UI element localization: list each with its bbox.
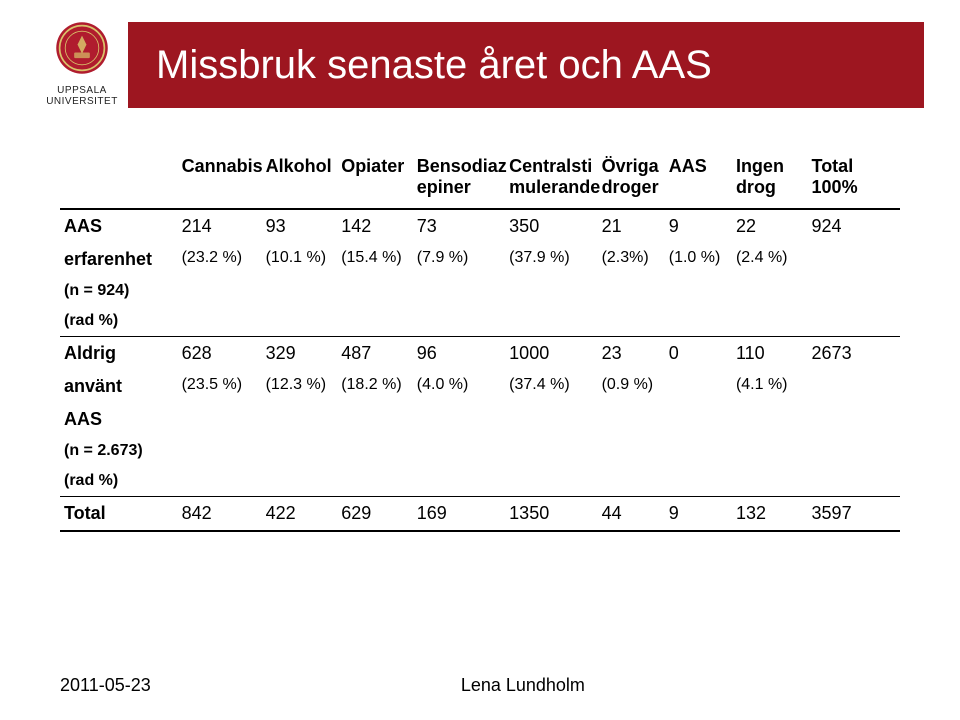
university-seal-icon: [54, 20, 110, 76]
col-cannabis: Cannabis: [178, 150, 262, 209]
title-bar: Missbruk senaste året och AAS: [128, 22, 924, 108]
table-row: (n = 924): [60, 276, 900, 306]
cell: 73: [413, 209, 505, 243]
rowlabel-radpct-1: (rad %): [60, 306, 178, 337]
cell: [808, 370, 900, 403]
cell: (4.0 %): [413, 370, 505, 403]
cell: 9: [665, 497, 732, 532]
cell: (18.2 %): [337, 370, 413, 403]
cell: (2.4 %): [732, 243, 808, 276]
footer: 2011-05-23 Lena Lundholm: [60, 675, 900, 696]
university-name-1: UPPSALA: [36, 85, 128, 96]
rowlabel-aldrig: Aldrig: [60, 337, 178, 371]
footer-spacer: [895, 675, 900, 696]
slide: UPPSALA UNIVERSITET Missbruk senaste åre…: [0, 0, 960, 720]
rowlabel-total: Total: [60, 497, 178, 532]
cell: 96: [413, 337, 505, 371]
cell: 329: [262, 337, 338, 371]
cell: 214: [178, 209, 262, 243]
cell: (7.9 %): [413, 243, 505, 276]
table-row: AAS: [60, 403, 900, 436]
cell: [808, 243, 900, 276]
cell: 22: [732, 209, 808, 243]
page-title: Missbruk senaste året och AAS: [156, 43, 712, 88]
cell: 487: [337, 337, 413, 371]
col-alkohol: Alkohol: [262, 150, 338, 209]
cell: (2.3%): [598, 243, 665, 276]
table-row: erfarenhet (23.2 %) (10.1 %) (15.4 %) (7…: [60, 243, 900, 276]
table-row: (n = 2.673): [60, 436, 900, 466]
cell: (23.5 %): [178, 370, 262, 403]
cell: (1.0 %): [665, 243, 732, 276]
cell: 110: [732, 337, 808, 371]
cell: (37.4 %): [505, 370, 597, 403]
rowlabel-anvant: använt: [60, 370, 178, 403]
cell: 924: [808, 209, 900, 243]
cell: 132: [732, 497, 808, 532]
cell: (37.9 %): [505, 243, 597, 276]
table-row-total: Total 842 422 629 169 1350 44 9 132 3597: [60, 497, 900, 532]
rowlabel-radpct-2: (rad %): [60, 466, 178, 497]
cell: 3597: [808, 497, 900, 532]
table-row: (rad %): [60, 306, 900, 337]
cell: (0.9 %): [598, 370, 665, 403]
cell: 628: [178, 337, 262, 371]
table-row: Aldrig 628 329 487 96 1000 23 0 110 2673: [60, 337, 900, 371]
table-row: (rad %): [60, 466, 900, 497]
col-ingen: Ingen drog: [732, 150, 808, 209]
data-table: Cannabis Alkohol Opiater Bensodiaz epine…: [60, 150, 900, 532]
rowlabel-n2673: (n = 2.673): [60, 436, 178, 466]
col-blank: [60, 150, 178, 209]
rowlabel-n924: (n = 924): [60, 276, 178, 306]
rowlabel-erfarenhet: erfarenhet: [60, 243, 178, 276]
rowlabel-aas2: AAS: [60, 403, 178, 436]
cell: 1350: [505, 497, 597, 532]
cell: 1000: [505, 337, 597, 371]
cell: 44: [598, 497, 665, 532]
cell: 350: [505, 209, 597, 243]
table-row: använt (23.5 %) (12.3 %) (18.2 %) (4.0 %…: [60, 370, 900, 403]
cell: 422: [262, 497, 338, 532]
col-opiater: Opiater: [337, 150, 413, 209]
cell: (4.1 %): [732, 370, 808, 403]
col-aas: AAS: [665, 150, 732, 209]
rowlabel-aas: AAS: [60, 209, 178, 243]
cell: (12.3 %): [262, 370, 338, 403]
col-benso: Bensodiaz epiner: [413, 150, 505, 209]
data-table-wrap: Cannabis Alkohol Opiater Bensodiaz epine…: [60, 150, 900, 532]
cell: (23.2 %): [178, 243, 262, 276]
footer-date: 2011-05-23: [60, 675, 151, 696]
cell: 169: [413, 497, 505, 532]
cell: 93: [262, 209, 338, 243]
table-header-row: Cannabis Alkohol Opiater Bensodiaz epine…: [60, 150, 900, 209]
cell: 629: [337, 497, 413, 532]
cell: 2673: [808, 337, 900, 371]
cell: 21: [598, 209, 665, 243]
cell: (10.1 %): [262, 243, 338, 276]
col-ovriga: Övriga droger: [598, 150, 665, 209]
cell: 142: [337, 209, 413, 243]
cell: 9: [665, 209, 732, 243]
cell: 842: [178, 497, 262, 532]
cell: 0: [665, 337, 732, 371]
logo-block: UPPSALA UNIVERSITET: [36, 20, 128, 107]
university-name-2: UNIVERSITET: [36, 96, 128, 107]
cell: (15.4 %): [337, 243, 413, 276]
table-row: AAS 214 93 142 73 350 21 9 22 924: [60, 209, 900, 243]
col-total: Total 100%: [808, 150, 900, 209]
cell: [665, 370, 732, 403]
cell: 23: [598, 337, 665, 371]
col-centralstim: Centralsti mulerande: [505, 150, 597, 209]
footer-author: Lena Lundholm: [461, 675, 585, 696]
